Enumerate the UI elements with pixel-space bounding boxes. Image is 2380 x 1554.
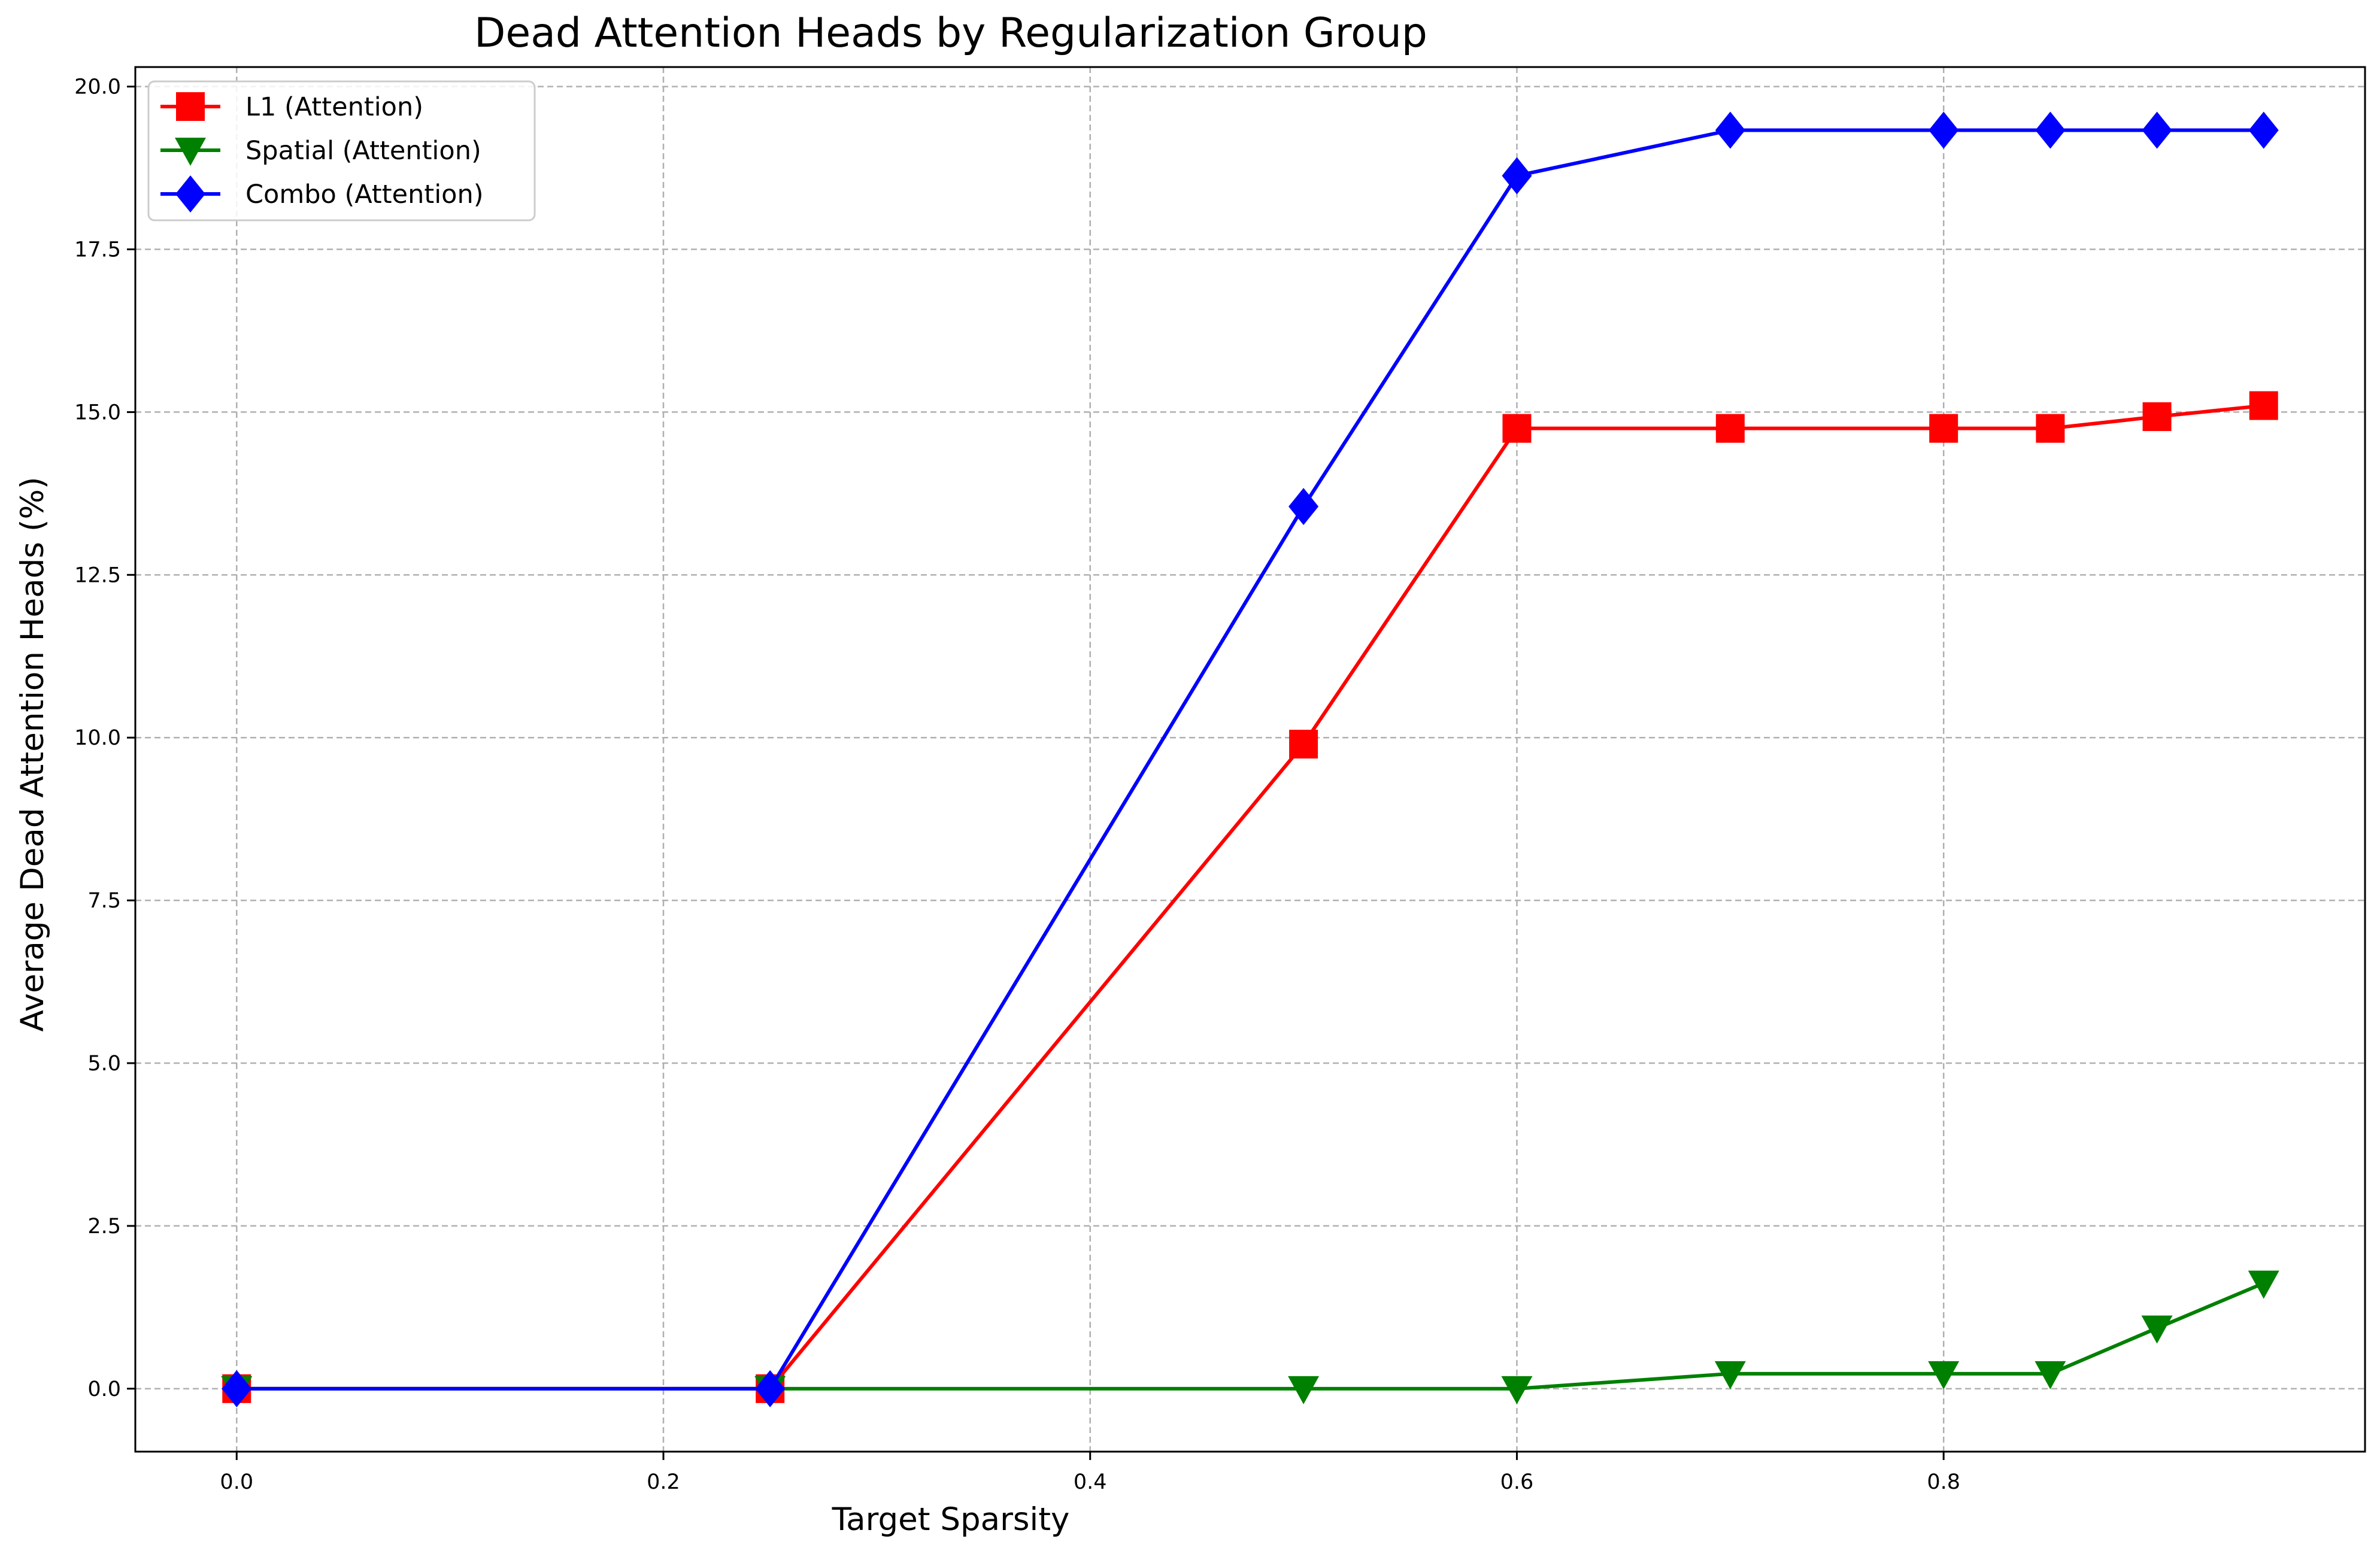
series-layer (221, 111, 2279, 1407)
plot-frame (134, 66, 2366, 1453)
series-1-point (2249, 391, 2278, 420)
chart-title: Dead Attention Heads by Regularization G… (474, 10, 1427, 57)
series-1-point (1502, 414, 1532, 443)
series-2-point (2248, 1270, 2279, 1299)
x-axis-label: Target Sparsity (832, 1501, 1070, 1538)
series-2-point (1714, 1361, 1746, 1389)
legend-label: Combo (Attention) (245, 180, 484, 210)
y-tick-label: 15.0 (74, 400, 121, 424)
series-3-point (755, 1370, 786, 1407)
series-3-point (1929, 111, 1959, 149)
y-axis-label: Average Dead Attention Heads (%) (14, 476, 51, 1031)
series-1-point (1715, 414, 1745, 443)
legend-swatch-marker (175, 175, 205, 213)
y-tick-label: 0.0 (87, 1377, 121, 1401)
y-tick-label: 10.0 (74, 726, 121, 750)
legend-label: Spatial (Attention) (245, 136, 481, 166)
legend-swatch-marker (175, 138, 206, 166)
y-tick-label: 17.5 (74, 238, 121, 262)
series-1-point (1929, 414, 1958, 443)
series-2-point (1928, 1361, 1960, 1389)
y-tick-label: 12.5 (74, 563, 121, 587)
series-3-point (2142, 111, 2172, 149)
y-tick-label: 20.0 (74, 75, 121, 99)
series-2-point (1288, 1376, 1320, 1404)
series-3-point (2035, 111, 2066, 149)
series-3-point (222, 1370, 252, 1407)
legend: L1 (Attention) Spatial (Attention) Combo (… (147, 80, 536, 221)
legend-swatch-marker (176, 92, 205, 121)
series-2-point (2141, 1315, 2173, 1344)
series-3-point (2248, 111, 2279, 149)
series-3-point (1502, 157, 1532, 195)
series-2-point (2035, 1361, 2066, 1389)
series-3 (222, 111, 2279, 1407)
series-1-point (2142, 402, 2172, 432)
y-tick-label: 2.5 (87, 1215, 121, 1239)
x-tick-label: 0.8 (1927, 1470, 1960, 1494)
series-3-point (1715, 111, 1745, 149)
x-tick-label: 0.4 (1074, 1470, 1107, 1494)
y-tick-label: 5.0 (87, 1052, 121, 1076)
legend-label: L1 (Attention) (245, 92, 423, 122)
x-tick-label: 0.0 (220, 1470, 253, 1494)
x-tick-label: 0.6 (1500, 1470, 1534, 1494)
axes: 0.0 0.2 0.4 0.6 0.8 0.0 2.5 5.0 7.5 10.0 12.5 15.0 1… (74, 75, 1960, 1494)
series-1-point (2036, 414, 2065, 443)
series-1-point (1289, 730, 1318, 759)
legend-box (147, 80, 536, 221)
y-tick-label: 7.5 (87, 889, 121, 913)
series-2-point (1501, 1376, 1533, 1404)
x-tick-label: 0.2 (647, 1470, 680, 1494)
series-3-point (1288, 488, 1319, 526)
